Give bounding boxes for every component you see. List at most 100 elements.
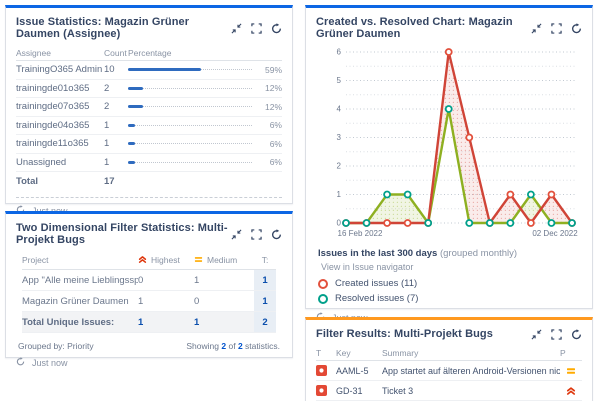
assignee-name[interactable]: trainingde04o365 [16,119,90,131]
total-unique-label: Total Unique Issues: [22,316,115,328]
issue-key-link[interactable]: GD-31 [336,385,363,396]
chart-subtitle: Issues in the last 300 days (grouped mon… [318,248,518,259]
issue-count: 2 [104,101,110,113]
issue-stats-row: TrainingO365 Admin 10 59% [16,61,282,80]
showing-statistics: Showing 2 of 2 statistics. [186,341,280,351]
svg-text:6: 6 [337,48,342,57]
gadget-issue-statistics: Issue Statistics: Magazin Grüner Daumen … [5,5,293,216]
percentage-value: 12% [264,83,282,94]
column-type: T [316,347,322,358]
minimize-icon[interactable] [231,229,242,240]
column-count: Count [104,47,127,58]
percentage-value: 6% [269,120,282,131]
created-resolved-line-chart: 0 1 2 3 4 5 6 16 Feb 2022 02 Dec 2022 [337,48,579,239]
gadget-title: Filter Results: Multi-Projekt Bugs [316,328,493,340]
maximize-icon[interactable] [551,328,562,340]
assignee-name[interactable]: trainingde07o365 [16,101,90,113]
assignee-name[interactable]: trainingde01o365 [16,82,90,94]
gadget-two-dimensional-stats: Two Dimensional Filter Statistics: Multi… [5,211,293,368]
issue-count: 1 [104,119,110,131]
project-name: App "Alle meine Lieblingsspiele" [22,274,138,286]
issue-stats-table-header: Assignee Count Percentage [16,45,282,61]
last-updated: Just now [32,357,68,368]
column-assignee: Assignee [16,47,51,58]
bug-icon [316,365,336,376]
project-name: Magazin Grüner Daumen [22,295,129,307]
column-summary: Summary [382,347,419,358]
column-total: T: [261,255,269,265]
priority-medium-icon [194,255,203,266]
minimize-icon[interactable] [531,23,542,34]
legend-item: Created issues (11) [318,276,582,291]
issue-stats-row: trainingde04o365 1 6% [16,117,282,135]
total-count: 17 [104,175,115,187]
highest-count: 0 [138,274,144,286]
gadget-controls [531,328,582,340]
gadget-footer: Just now [16,357,282,368]
gadget-title: Two Dimensional Filter Statistics: Multi… [16,222,228,246]
row-total[interactable]: 1 [254,291,276,311]
refresh-icon[interactable] [571,328,582,340]
percentage-value: 59% [264,64,282,75]
two-dim-row: App "Alle meine Lieblingsspiele"0 1 1 [22,270,276,291]
gadget-controls [231,22,282,34]
legend-marker-icon [318,278,328,289]
issue-summary-link[interactable]: App startet auf älteren Android-Versione… [382,365,560,376]
assignee-name[interactable]: TrainingO365 Admin [16,64,103,76]
issue-stats-row: trainingde11o365 1 6% [16,135,282,154]
gadget-created-vs-resolved: Created vs. Resolved Chart: Magazin Grün… [305,5,593,323]
percentage-bar [128,158,252,167]
priority-medium-icon [560,366,582,376]
issue-stats-total-row: Total 17 [16,172,282,190]
issue-key-link[interactable]: AAML-5 [336,365,369,376]
column-percentage: Percentage [128,47,172,58]
chart-legend: Created issues (11) Resolved issues (7) [316,276,582,306]
percentage-value: 6% [269,138,282,149]
minimize-icon[interactable] [531,329,542,340]
priority-highest-icon [138,255,147,266]
maximize-icon[interactable] [251,228,262,240]
issue-summary-link[interactable]: Ticket 3 [382,385,414,396]
total-overall: 2 [254,312,276,332]
svg-text:4: 4 [337,105,342,114]
filter-result-row: AAML-5 App startet auf älteren Android-Ve… [316,361,582,381]
svg-text:1: 1 [337,190,342,199]
maximize-icon[interactable] [251,22,262,34]
percentage-bar [128,102,252,111]
legend-item: Resolved issues (7) [318,291,582,306]
percentage-bar [128,65,252,74]
maximize-icon[interactable] [551,22,562,34]
medium-count: 1 [194,274,200,286]
refresh-icon[interactable] [271,228,282,240]
two-dim-rows: App "Alle meine Lieblingsspiele"011Magaz… [22,270,276,312]
filter-result-row: GD-31 Ticket 3 [316,381,582,401]
assignee-name[interactable]: trainingde11o365 [16,138,89,150]
refresh-icon[interactable] [271,22,282,34]
percentage-value: 6% [269,157,282,168]
column-highest: Highest [151,255,180,265]
filter-results-table-header: T Key Summary P [316,345,582,361]
percentage-value: 12% [264,101,282,112]
issue-count: 2 [104,82,110,94]
total-label: Total [16,175,38,187]
issue-stats-row: Unassigned 1 6% [16,154,282,172]
grouped-by-label: Grouped by: Priority [18,341,94,351]
column-medium: Medium [207,255,238,265]
view-in-issue-navigator-link[interactable]: View in Issue navigator [321,262,414,272]
bug-icon [316,385,336,396]
column-project: Project [22,255,49,265]
row-total[interactable]: 1 [254,270,276,290]
issue-count: 1 [104,156,110,168]
issue-stats-rows: TrainingO365 Admin 10 59% trainingde01o365 2… [16,61,282,172]
priority-highest-icon [560,386,582,396]
minimize-icon[interactable] [231,23,242,34]
refresh-icon[interactable] [16,357,27,368]
issue-stats-row: trainingde07o365 2 12% [16,98,282,117]
gadget-filter-results: Filter Results: Multi-Projekt Bugs T Key… [305,317,593,401]
issue-count: 1 [104,138,110,150]
legend-label: Created issues (11) [335,278,418,289]
filter-results-rows: AAML-5 App startet auf älteren Android-Ve… [316,361,582,401]
assignee-name[interactable]: Unassigned [16,156,67,168]
refresh-icon[interactable] [571,22,582,34]
column-priority: P [560,347,566,358]
